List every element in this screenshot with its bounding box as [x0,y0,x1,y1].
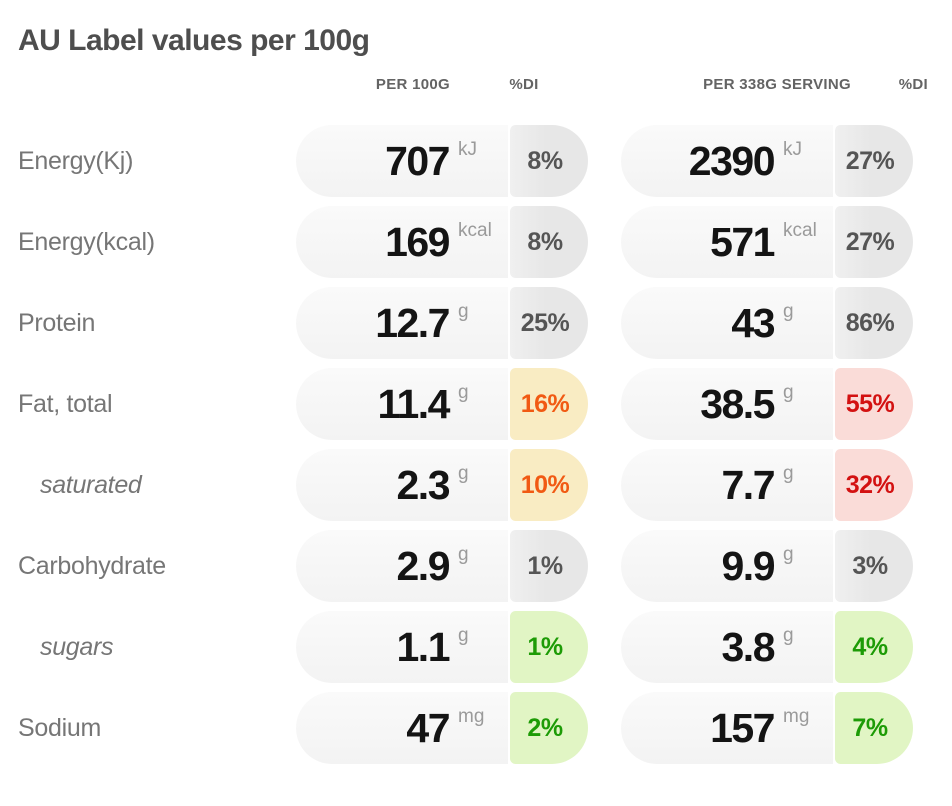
di-badge-per-100g: 25% [510,287,588,359]
di-badge-per-100g: 8% [510,125,588,197]
value-unit: g [458,382,469,403]
row-label: Sodium [18,713,101,742]
value-pill-per-serving: 7.7 g [621,449,833,521]
value-number: 157 [710,705,775,751]
value-pill-per-100g: 12.7 g [296,287,508,359]
table-row: saturated 2.3 g 10% 7.7 g 32% [18,449,913,521]
value-unit: g [783,625,794,646]
row-label: Energy(Kj) [18,146,134,175]
table-row: Fat, total 11.4 g 16% 38.5 g 55% [18,368,913,440]
value-number: 38.5 [700,381,775,427]
value-pill-per-serving: 157 mg [621,692,833,764]
di-badge-per-serving: 55% [835,368,913,440]
value-unit: kJ [783,139,802,160]
value-number: 2.9 [396,543,451,589]
column-spacer [588,530,621,602]
table-row: Energy(Kj) 707 kJ 8% 2390 kJ 27% [18,125,913,197]
di-badge-per-serving: 27% [835,125,913,197]
value-number: 9.9 [721,543,776,589]
di-badge-per-100g: 1% [510,611,588,683]
value-pill-per-100g: 2.9 g [296,530,508,602]
value-pill-per-serving: 2390 kJ [621,125,833,197]
value-pill-per-serving: 38.5 g [621,368,833,440]
row-label: Fat, total [18,389,113,418]
di-badge-per-serving: 3% [835,530,913,602]
row-label: saturated [40,470,142,499]
table-row: Protein 12.7 g 25% 43 g 86% [18,287,913,359]
value-pill-per-100g: 707 kJ [296,125,508,197]
value-number: 3.8 [721,624,776,670]
column-spacer [588,206,621,278]
value-unit: g [783,301,794,322]
row-label: Protein [18,308,96,337]
row-label: Carbohydrate [18,551,166,580]
column-spacer [588,368,621,440]
value-number: 47 [406,705,450,751]
value-number: 2.3 [396,462,451,508]
value-number: 12.7 [375,300,450,346]
di-badge-per-serving: 86% [835,287,913,359]
value-pill-per-serving: 43 g [621,287,833,359]
value-number: 707 [385,138,450,184]
value-pill-per-serving: 9.9 g [621,530,833,602]
value-number: 571 [710,219,775,265]
table-row: sugars 1.1 g 1% 3.8 g 4% [18,611,913,683]
column-spacer [588,125,621,197]
value-pill-per-100g: 169 kcal [296,206,508,278]
table-row: Sodium 47 mg 2% 157 mg 7% [18,692,913,764]
value-unit: kcal [458,220,492,241]
row-label: Energy(kcal) [18,227,155,256]
value-pill-per-100g: 11.4 g [296,368,508,440]
value-unit: kJ [458,139,477,160]
di-badge-per-100g: 10% [510,449,588,521]
value-unit: g [783,463,794,484]
column-spacer [588,692,621,764]
di-badge-per-100g: 8% [510,206,588,278]
header-di-per-serving: %DI [898,76,928,93]
value-pill-per-100g: 1.1 g [296,611,508,683]
value-number: 7.7 [721,462,776,508]
value-unit: kcal [783,220,817,241]
di-badge-per-serving: 32% [835,449,913,521]
value-unit: mg [458,706,485,727]
value-number: 1.1 [396,624,451,670]
di-badge-per-100g: 16% [510,368,588,440]
value-pill-per-100g: 2.3 g [296,449,508,521]
table-row: Carbohydrate 2.9 g 1% 9.9 g 3% [18,530,913,602]
value-number: 169 [385,219,450,265]
value-unit: g [458,463,469,484]
value-number: 11.4 [377,381,450,427]
header-di-per-100g: %DI [509,76,539,93]
value-pill-per-serving: 571 kcal [621,206,833,278]
value-unit: g [458,625,469,646]
column-spacer [588,287,621,359]
column-spacer [588,611,621,683]
value-unit: mg [783,706,810,727]
di-badge-per-serving: 27% [835,206,913,278]
di-badge-per-serving: 7% [835,692,913,764]
value-pill-per-serving: 3.8 g [621,611,833,683]
page-title: AU Label values per 100g [18,24,370,57]
value-unit: g [458,544,469,565]
nutrition-table: Energy(Kj) 707 kJ 8% 2390 kJ 27% Energy(kcal) 16… [18,125,913,773]
value-pill-per-100g: 47 mg [296,692,508,764]
value-number: 2390 [688,138,776,184]
value-unit: g [458,301,469,322]
column-spacer [588,449,621,521]
di-badge-per-100g: 1% [510,530,588,602]
value-number: 43 [731,300,775,346]
table-row: Energy(kcal) 169 kcal 8% 571 kcal 27% [18,206,913,278]
di-badge-per-serving: 4% [835,611,913,683]
value-unit: g [783,544,794,565]
header-per-serving: PER 338G SERVING [703,76,851,93]
value-unit: g [783,382,794,403]
row-label: sugars [40,632,114,661]
header-per-100g: PER 100G [375,76,450,93]
di-badge-per-100g: 2% [510,692,588,764]
